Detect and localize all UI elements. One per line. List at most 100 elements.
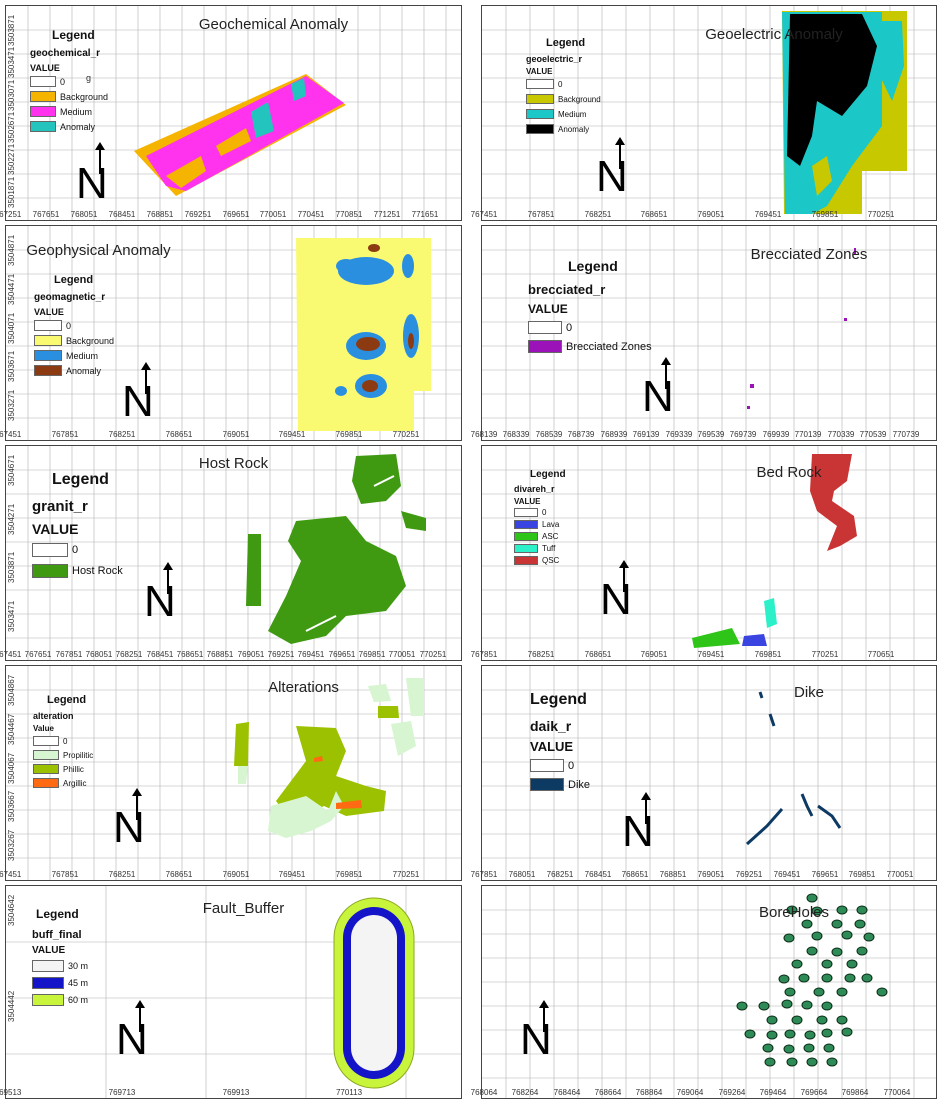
geophysical-anomaly-zone [362,380,378,392]
legend-layer-name: divareh_r [514,484,555,494]
x-tick-label: 767651 [24,650,52,659]
panel-geoelectric-anomaly: Geoelectric Anomaly Legend geoelectric_r… [471,5,937,221]
map-geoelectric [482,6,936,220]
x-tick-label: 769851 [811,210,839,219]
x-tick-label: 768851 [206,650,234,659]
north-arrow: N [113,788,145,852]
borehole-marker [758,1001,770,1011]
north-label: N [596,152,628,201]
brecciated-zone [844,318,847,321]
x-tick-label: 768251 [527,650,555,659]
map-title: Geoelectric Anomaly [705,26,843,43]
legend-item-label: Background [66,335,115,346]
x-tick-label: 769864 [841,1088,869,1097]
legend-item: 0 [32,543,123,557]
legend-swatch [526,94,554,104]
legend: Legend brecciated_r VALUE 0 Brecciated Zo… [528,258,652,359]
borehole-marker [806,893,818,903]
legend-item-label: Medium [60,106,93,117]
y-tick-label: 3504471 [7,273,16,305]
map-title: Fault_Buffer [202,900,285,917]
y-tick-label: 3503871 [7,551,16,583]
x-tick-label: 768051 [508,870,536,879]
legend-item: Anomaly [526,124,601,134]
map-host-rock [6,446,461,660]
bedrock-asc-zone [692,628,740,648]
legend-swatch [34,335,62,346]
panel-host-rock: Host Rock Legend granit_r VALUE 0 Host Ro… [0,445,462,661]
legend-value-header: VALUE [30,63,60,73]
borehole-marker [863,932,875,942]
borehole-marker [781,999,793,1009]
x-tick-label: 767451 [0,430,22,439]
y-tick-label: 3503271 [7,389,16,421]
x-tick-label: 769851 [848,870,876,879]
borehole-marker [836,1015,848,1025]
legend-item: 30 m [32,960,88,972]
legend-swatch [32,960,64,972]
x-tick-label: 769339 [665,430,693,439]
panel-geophysical-anomaly: Geophysical Anomaly Legend geomagnetic_r… [0,225,462,441]
legend-item-label: Propilitic [63,750,94,760]
x-tick-label: 768451 [584,870,612,879]
panel-geochemical-anomaly: Geochemical Anomaly Legend geochemical_r… [0,5,462,221]
legend-item: Argillic [33,778,93,788]
north-arrow: N [76,142,108,208]
legend-item-label: Background [558,94,601,104]
north-arrow: N [600,560,632,624]
legend-item: 0 [514,508,566,517]
legend-item-label: 0 [63,736,68,746]
legend: Legend geomagnetic_r VALUE 0 Background Me… [34,274,114,380]
x-tick-label: 769451 [297,650,325,659]
legend-layer-name: granit_r [32,498,88,515]
legend-swatch [32,543,68,557]
legend-item: 0 [526,79,601,89]
legend-item-label: 0 [568,759,575,772]
north-label: N [76,159,108,208]
x-tick-label: 769513 [0,1088,22,1097]
legend-swatch [30,76,56,87]
geoelectric-background-patch [812,156,832,196]
x-tick-label: 769539 [697,430,725,439]
borehole-marker [876,987,888,997]
legend-item: Host Rock [32,564,123,578]
x-tick-label: 769051 [222,430,250,439]
x-tick-label: 769913 [222,1088,250,1097]
legend-swatch [514,508,538,517]
legend-swatch [32,564,68,578]
legend-value-header: VALUE [32,945,66,956]
x-tick-label: 767451 [0,650,22,659]
legend-value-header: VALUE [32,521,79,537]
x-tick-label: 770339 [827,430,855,439]
alteration-propilitic-zone [368,684,391,702]
borehole-marker [854,919,866,929]
x-tick-label: 769851 [335,430,363,439]
panel-dike: Dike Legend daik_r VALUE 0 Dike N 767851 7… [471,665,937,881]
north-arrow: N [122,362,154,426]
borehole-marker [811,906,823,916]
x-tick-label: 769451 [773,870,801,879]
borehole-marker [844,973,856,983]
x-tick-label: 768264 [511,1088,539,1097]
x-tick-label: 770064 [883,1088,911,1097]
geophysical-medium-zone [402,254,414,278]
buffer-30m-zone [351,915,397,1071]
x-tick-label: 768851 [146,210,174,219]
legend-swatch [514,556,538,565]
y-tick-label: 3503071 [7,79,16,111]
legend-item: QSC [514,556,566,565]
legend-swatch [514,544,538,553]
alteration-phillic-zone [276,726,386,816]
panel-brecciated-zones: Brecciated Zones Legend brecciated_r VAL… [471,225,937,441]
brecciated-zone [854,248,856,254]
y-tick-label: 3503667 [7,790,16,822]
legend-item-label: 0 [566,321,573,334]
borehole-marker [791,1015,803,1025]
x-tick-label: 768651 [165,430,193,439]
y-tick-label: 3501871 [7,176,16,208]
alteration-argillic-zone [336,800,362,809]
x-tick-label: 768539 [535,430,563,439]
legend-title: Legend [568,258,618,274]
legend-value-header: Value [33,724,54,733]
legend-item-label: 60 m [68,995,89,1005]
